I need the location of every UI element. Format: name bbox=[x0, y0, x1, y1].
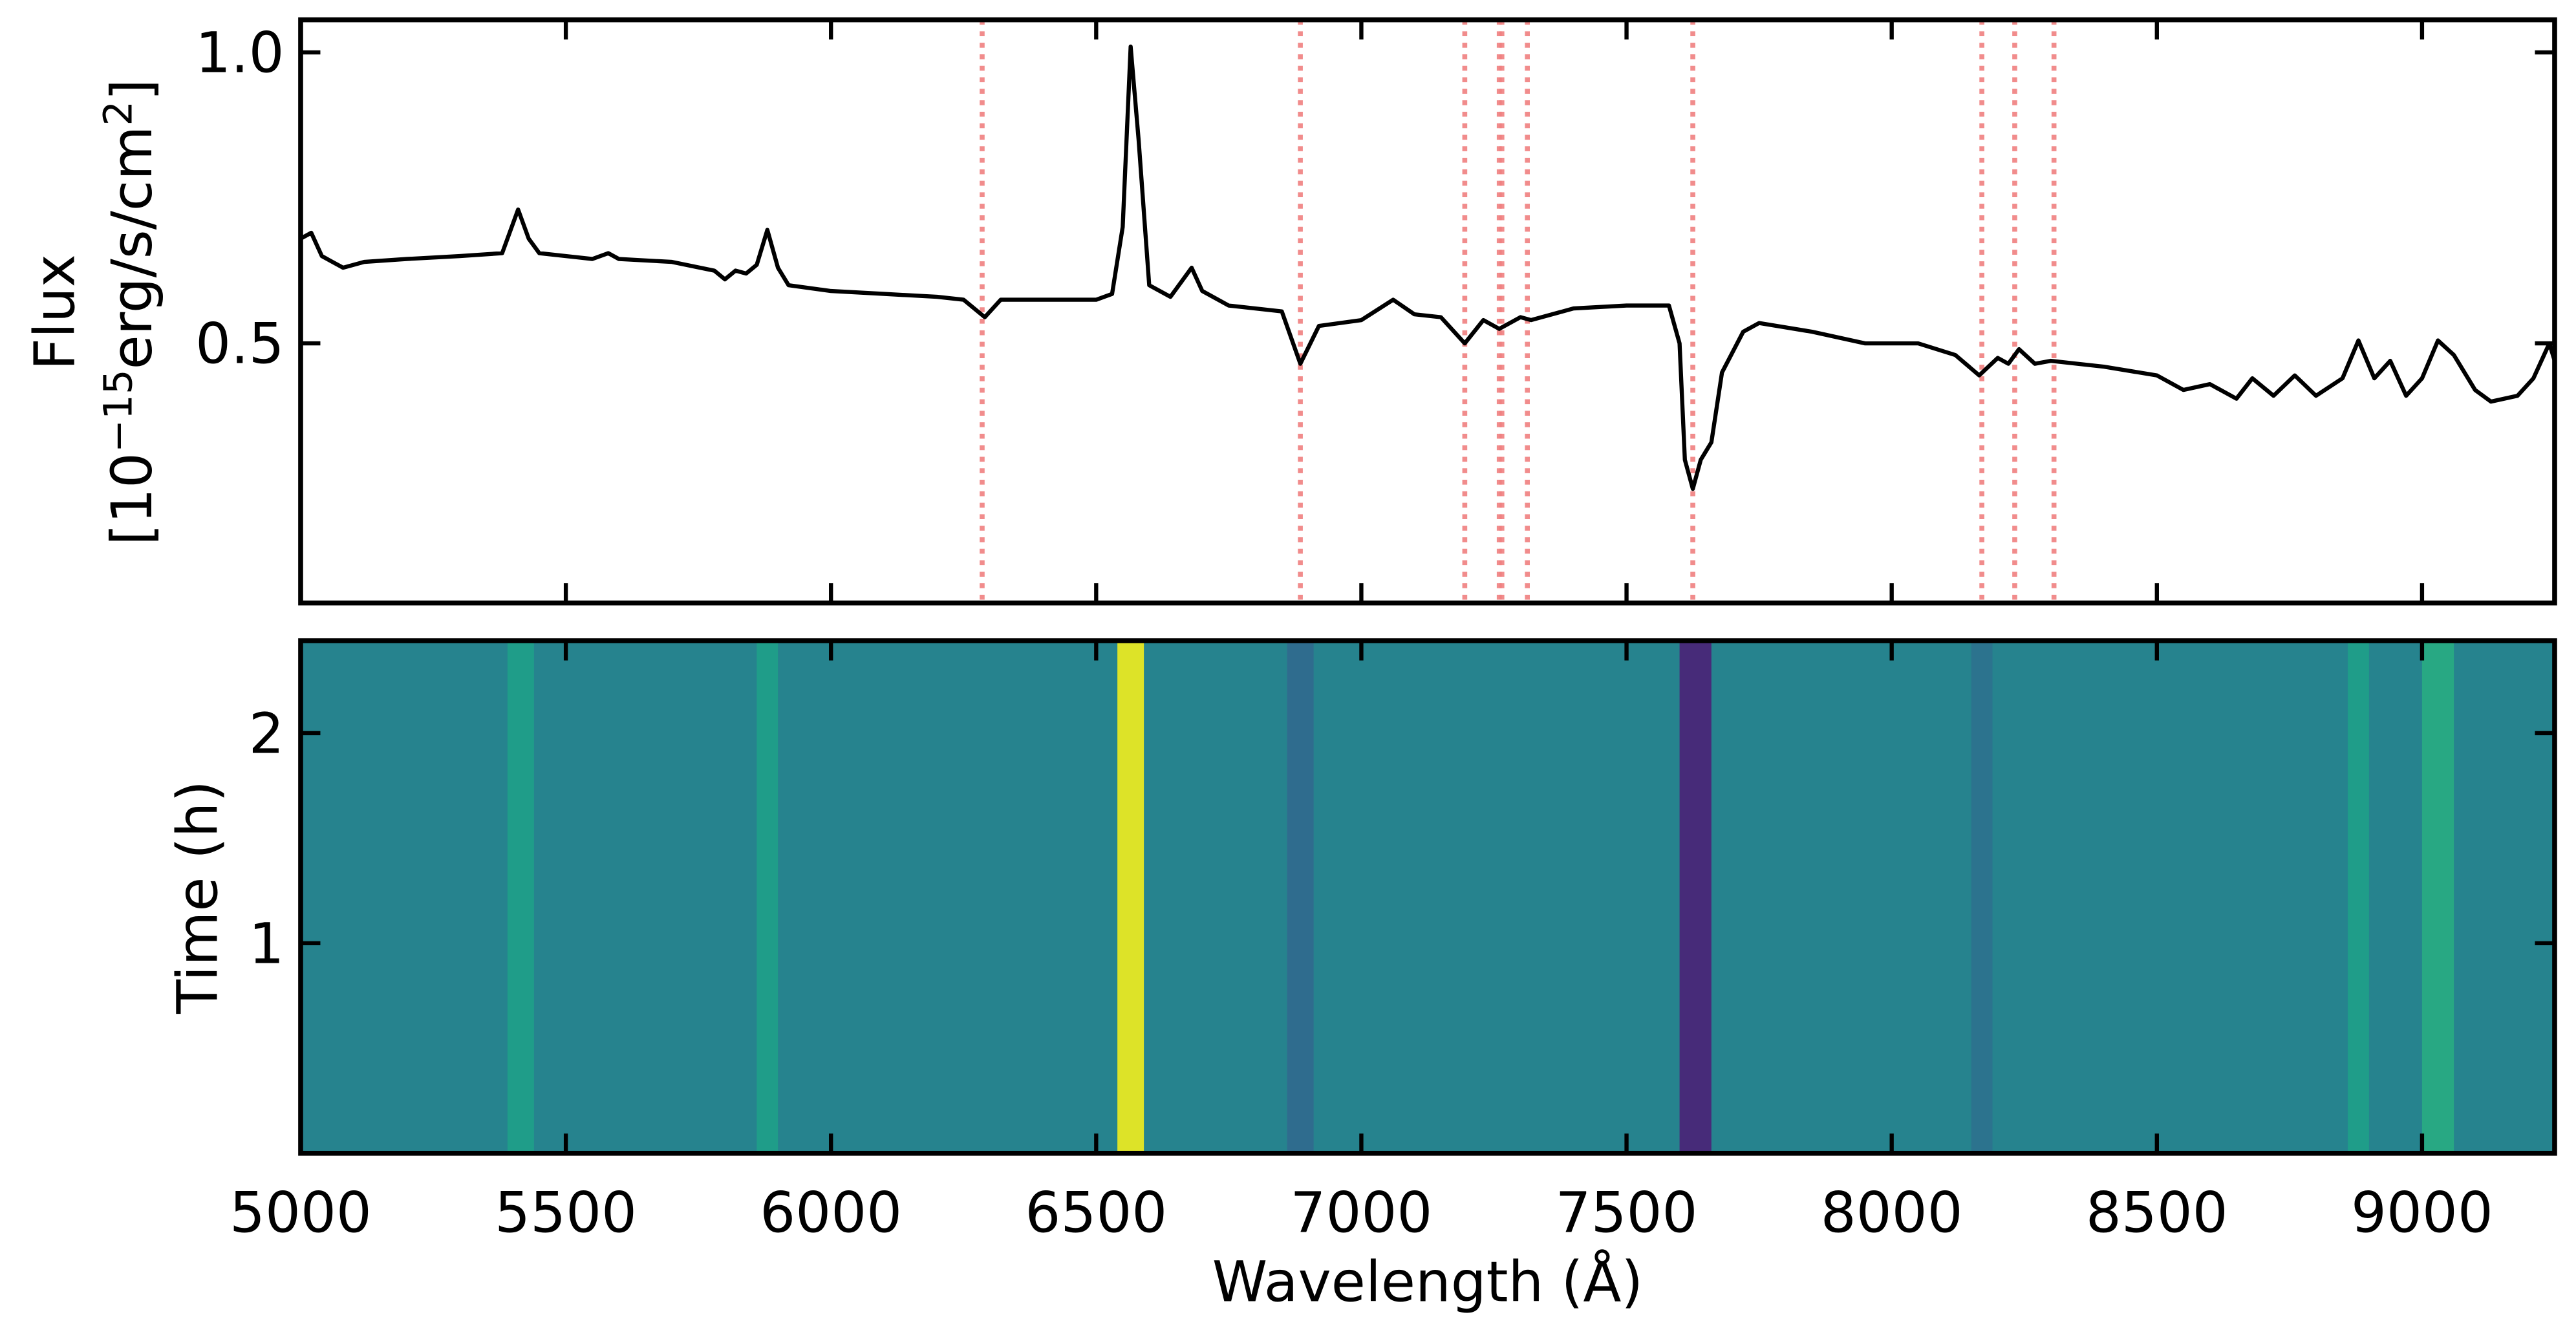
heatmap-cell bbox=[1117, 641, 1145, 1153]
x-tick-label: 8500 bbox=[2086, 1181, 2228, 1246]
heatmap-cell bbox=[1679, 641, 1713, 1153]
heatmap-cell bbox=[2368, 641, 2423, 1153]
heatmap-cell bbox=[1287, 641, 1315, 1153]
heatmap-cell bbox=[533, 641, 758, 1153]
x-tick-label: 8000 bbox=[1821, 1181, 1963, 1246]
y-tick-label: 1.0 bbox=[195, 21, 284, 86]
vlines bbox=[980, 19, 2057, 603]
x-tick-label: 5000 bbox=[230, 1181, 372, 1246]
heatmap-cell bbox=[1711, 641, 1972, 1153]
y-tick-label: 1 bbox=[249, 912, 284, 976]
x-tick-label: 6500 bbox=[1025, 1181, 1167, 1246]
heatmap-cell bbox=[507, 641, 535, 1153]
x-tick-label: 9000 bbox=[2351, 1181, 2493, 1246]
heatmap-cell bbox=[757, 641, 779, 1153]
heatmap-cell bbox=[1313, 641, 1680, 1153]
label-part: [10 bbox=[100, 453, 165, 546]
y-tick-label: 0.5 bbox=[195, 312, 284, 377]
heatmap-cell bbox=[2421, 641, 2455, 1153]
y-axis-label: [10−15erg/s/cm2] bbox=[95, 79, 164, 546]
label-part: 2 bbox=[95, 101, 141, 126]
x-tick-label: 7500 bbox=[1556, 1181, 1698, 1246]
heatmap-cell bbox=[1992, 641, 2349, 1153]
heatmap-cell bbox=[300, 641, 509, 1153]
label-part: erg/s/cm bbox=[100, 126, 165, 370]
label-part: ] bbox=[100, 79, 165, 101]
x-tick-label: 7000 bbox=[1291, 1181, 1433, 1246]
heatmap-cell bbox=[1144, 641, 1288, 1153]
heatmap-cell bbox=[2348, 641, 2370, 1153]
heatmap-cell bbox=[1971, 641, 1993, 1153]
spectrum-line bbox=[299, 44, 2557, 491]
x-tick-label: 5500 bbox=[495, 1181, 637, 1246]
label-part: −15 bbox=[95, 369, 141, 453]
y-axis-label: Flux bbox=[23, 254, 87, 370]
y-tick-label: 2 bbox=[249, 702, 284, 766]
heatmap-cell bbox=[778, 641, 1119, 1153]
axes-frame bbox=[298, 638, 2557, 1156]
x-tick-label: 6000 bbox=[760, 1181, 902, 1246]
axes-frame bbox=[298, 17, 2557, 606]
y-axis-label: Time (h) bbox=[166, 780, 230, 1014]
heatmap-cell bbox=[2454, 641, 2556, 1153]
x-axis-label: Wavelength (Å) bbox=[1212, 1248, 1643, 1314]
